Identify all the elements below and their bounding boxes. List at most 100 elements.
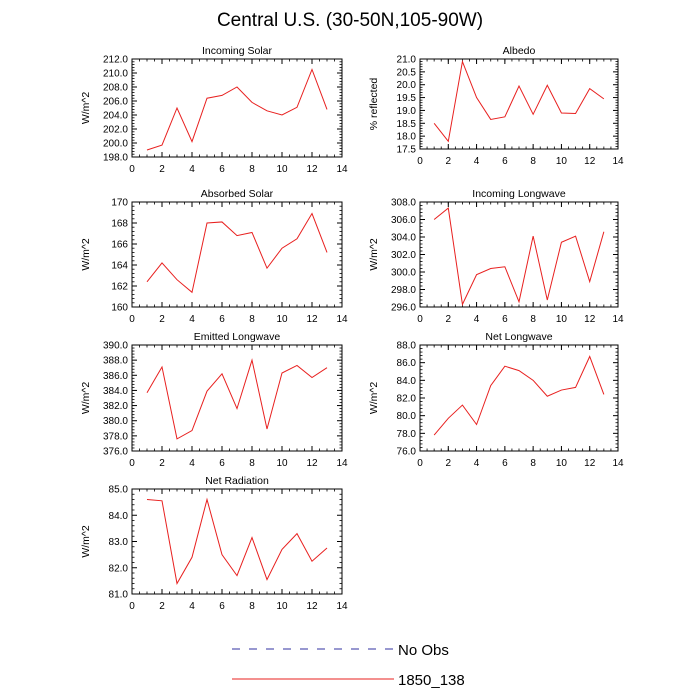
y-tick-label: 76.0 bbox=[397, 447, 417, 458]
panel-title: Incoming Longwave bbox=[472, 188, 566, 200]
y-tick-label: 160 bbox=[111, 303, 128, 314]
x-tick-label: 10 bbox=[276, 164, 288, 175]
x-tick-label: 0 bbox=[417, 156, 423, 167]
y-tick-label: 298.0 bbox=[391, 285, 416, 296]
x-tick-label: 8 bbox=[249, 164, 255, 175]
x-tick-label: 10 bbox=[276, 458, 288, 469]
x-tick-label: 4 bbox=[189, 314, 195, 325]
panel-5: Emitted Longwave 0 2 4 6 8 10 12 14 376.0 378.0 380… bbox=[80, 331, 348, 469]
legend-label-1: No Obs bbox=[398, 642, 449, 659]
legend: No Obs 1850_138 bbox=[232, 642, 465, 689]
y-tick-label: 83.0 bbox=[109, 537, 129, 548]
x-tick-label: 0 bbox=[129, 164, 135, 175]
x-tick-label: 14 bbox=[612, 156, 624, 167]
x-tick-label: 4 bbox=[189, 458, 195, 469]
y-tick-label: 198.0 bbox=[103, 153, 128, 164]
plot-frame bbox=[131, 201, 343, 308]
y-tick-label: 18.5 bbox=[397, 119, 417, 130]
y-tick-label: 21.0 bbox=[397, 55, 417, 66]
y-tick-label: 390.0 bbox=[103, 341, 128, 352]
y-tick-label: 164 bbox=[111, 261, 128, 272]
panel-7: Net Radiation 0 2 4 6 8 10 12 14 81.0 82.0 83.0 84.0… bbox=[80, 475, 348, 612]
x-tick-label: 8 bbox=[530, 156, 536, 167]
y-tick-label: 200.0 bbox=[103, 139, 128, 150]
x-tick-label: 8 bbox=[249, 601, 255, 612]
series-line bbox=[433, 207, 605, 307]
y-axis-label: W/m^2 bbox=[80, 382, 92, 415]
x-tick-label: 10 bbox=[556, 156, 568, 167]
y-tick-label: 168 bbox=[111, 219, 128, 230]
y-tick-label: 308.0 bbox=[391, 198, 416, 209]
y-tick-label: 162 bbox=[111, 282, 128, 293]
panel-title: Emitted Longwave bbox=[194, 331, 281, 343]
panel-title: Net Radiation bbox=[205, 475, 269, 487]
x-tick-label: 6 bbox=[502, 314, 508, 325]
x-tick-label: 6 bbox=[219, 314, 225, 325]
x-tick-label: 8 bbox=[530, 458, 536, 469]
y-tick-label: 384.0 bbox=[103, 386, 128, 397]
y-tick-label: 81.0 bbox=[109, 590, 129, 601]
x-tick-label: 10 bbox=[556, 314, 568, 325]
x-tick-label: 12 bbox=[584, 156, 596, 167]
y-tick-label: 18.0 bbox=[397, 132, 417, 143]
y-tick-label: 82.0 bbox=[397, 394, 417, 405]
y-tick-label: 85.0 bbox=[109, 485, 129, 496]
series-line bbox=[146, 212, 328, 294]
y-tick-label: 296.0 bbox=[391, 303, 416, 314]
x-tick-label: 8 bbox=[249, 314, 255, 325]
legend-label-2: 1850_138 bbox=[398, 672, 465, 689]
x-tick-label: 14 bbox=[336, 601, 348, 612]
plot-frame bbox=[131, 488, 343, 595]
x-tick-label: 14 bbox=[336, 164, 348, 175]
page-title: Central U.S. (30-50N,105-90W) bbox=[216, 10, 484, 31]
y-axis-label: W/m^2 bbox=[80, 525, 92, 558]
x-tick-label: 6 bbox=[219, 601, 225, 612]
plot-frame bbox=[419, 344, 619, 452]
x-tick-label: 2 bbox=[446, 156, 452, 167]
y-axis-label: W/m^2 bbox=[368, 238, 380, 271]
x-tick-label: 10 bbox=[276, 314, 288, 325]
x-tick-label: 4 bbox=[189, 164, 195, 175]
x-tick-label: 14 bbox=[612, 314, 624, 325]
x-tick-label: 12 bbox=[306, 601, 318, 612]
y-tick-label: 86.0 bbox=[397, 358, 417, 369]
x-tick-label: 12 bbox=[306, 314, 318, 325]
y-tick-label: 378.0 bbox=[103, 431, 128, 442]
series-line bbox=[433, 355, 605, 436]
panel-title: Albedo bbox=[503, 45, 536, 57]
y-tick-label: 20.5 bbox=[397, 67, 417, 78]
series-line bbox=[146, 497, 328, 585]
x-tick-label: 2 bbox=[159, 164, 165, 175]
x-tick-label: 12 bbox=[306, 458, 318, 469]
panel-4: Incoming Longwave 0 2 4 6 8 10 12 14 296.0 298.0 30… bbox=[368, 188, 624, 325]
y-tick-label: 82.0 bbox=[109, 563, 129, 574]
x-tick-label: 2 bbox=[159, 458, 165, 469]
y-tick-label: 376.0 bbox=[103, 447, 128, 458]
x-tick-label: 6 bbox=[502, 458, 508, 469]
x-tick-label: 0 bbox=[129, 601, 135, 612]
x-tick-label: 2 bbox=[159, 314, 165, 325]
x-tick-label: 12 bbox=[584, 458, 596, 469]
y-tick-label: 208.0 bbox=[103, 83, 128, 94]
x-tick-label: 10 bbox=[556, 458, 568, 469]
y-tick-label: 170 bbox=[111, 198, 128, 209]
x-tick-label: 4 bbox=[474, 314, 480, 325]
y-tick-label: 212.0 bbox=[103, 55, 128, 66]
y-axis-label: W/m^2 bbox=[368, 382, 380, 415]
x-tick-label: 12 bbox=[584, 314, 596, 325]
x-tick-label: 14 bbox=[336, 458, 348, 469]
y-tick-label: 300.0 bbox=[391, 268, 416, 279]
y-tick-label: 306.0 bbox=[391, 215, 416, 226]
x-tick-label: 0 bbox=[129, 314, 135, 325]
panel-title: Net Longwave bbox=[485, 331, 552, 343]
x-tick-label: 0 bbox=[129, 458, 135, 469]
y-tick-label: 84.0 bbox=[109, 511, 129, 522]
panel-2: Albedo 0 2 4 6 8 10 12 14 17.5 18.0 18.5 19.0 19.5 20.… bbox=[368, 45, 624, 167]
x-tick-label: 4 bbox=[474, 156, 480, 167]
y-tick-label: 204.0 bbox=[103, 111, 128, 122]
series-line bbox=[433, 59, 605, 143]
series-line bbox=[146, 358, 328, 440]
y-tick-label: 80.0 bbox=[397, 411, 417, 422]
y-tick-label: 78.0 bbox=[397, 429, 417, 440]
